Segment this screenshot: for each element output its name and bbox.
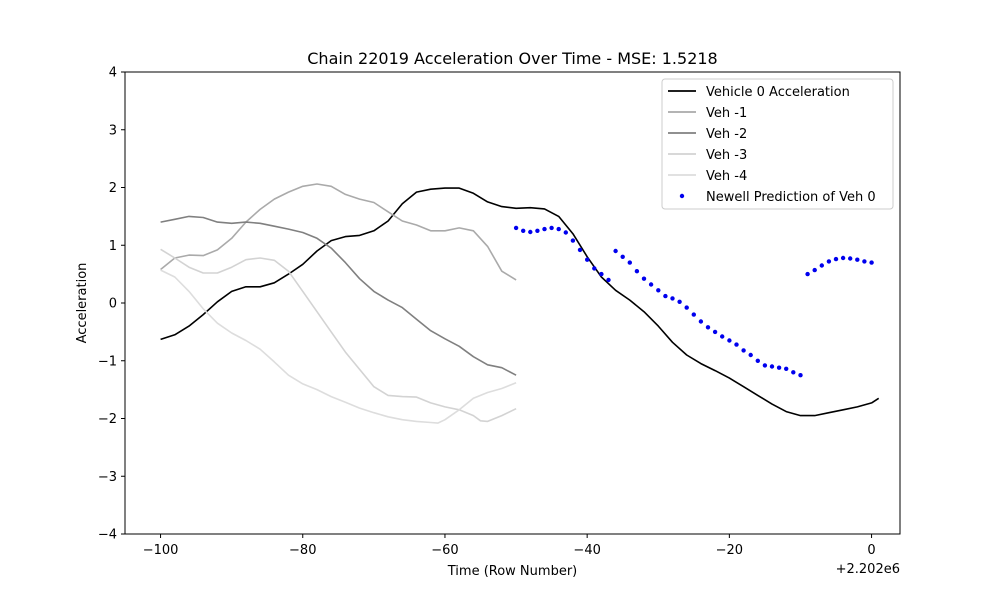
legend-box [661,78,894,210]
y-tick-label: −1 [98,354,117,369]
prediction-point [698,319,704,324]
legend-label: Veh -2 [706,127,747,142]
prediction-point [663,293,668,299]
y-tick-label: 0 [109,297,117,312]
prediction-point [577,247,583,253]
series-line-1 [160,183,517,281]
prediction-point [684,305,689,310]
prediction-point [620,254,625,259]
prediction-point [627,260,632,265]
prediction-point [542,226,547,232]
x-tick-label: −60 [431,543,458,558]
prediction-point [606,277,611,283]
legend-label: Newell Prediction of Veh 0 [706,190,876,205]
x-tick-label: −40 [573,543,600,558]
prediction-point [748,352,753,358]
prediction-point [705,325,711,330]
x-axis-ticks: −100 −80 −60 −40 −20 0 [143,534,876,558]
y-tick-label: 3 [109,123,117,138]
legend-label: Veh -4 [706,169,747,184]
x-tick-label: −80 [289,543,316,558]
prediction-point [805,271,810,277]
legend-label: Vehicle 0 Acceleration [706,85,850,100]
prediction-point [656,288,661,293]
prediction-point [528,229,533,235]
series-line-4 [160,269,517,424]
x-axis-label: Time (Row Number) [447,564,577,579]
x-tick-label: −100 [143,543,179,558]
prediction-point [784,366,789,371]
prediction-point [641,276,647,281]
prediction-point [826,259,832,264]
prediction-point [670,296,675,301]
prediction-point [869,260,874,265]
prediction-point [599,271,604,277]
prediction-point [840,255,846,261]
legend-label: Veh -3 [706,148,747,163]
series-line-2 [160,215,517,376]
prediction-point [648,282,654,287]
y-axis-label: Acceleration [75,263,90,344]
prediction-point [556,226,561,232]
prediction-point [791,370,796,375]
prediction-point [812,267,817,273]
y-tick-label: −4 [98,528,117,543]
prediction-point [691,312,696,317]
prediction-point [677,299,682,304]
prediction-point [762,363,768,368]
legend-marker [679,193,685,199]
prediction-point [734,342,739,347]
series-layer [160,183,880,424]
prediction-point [521,228,526,233]
prediction-point [819,263,824,268]
prediction-point [741,348,746,353]
prediction-point [755,358,760,363]
x-tick-label: −20 [716,543,743,558]
prediction-point [585,257,590,262]
prediction-point [634,269,640,274]
prediction-point [535,228,540,233]
prediction-point [563,230,568,235]
chart-title: Chain 22019 Acceleration Over Time - MSE… [307,49,717,68]
prediction-point [855,257,860,262]
prediction-point [570,238,576,243]
y-tick-label: 1 [109,239,117,254]
y-tick-label: −3 [98,470,117,485]
prediction-point [833,256,839,262]
prediction-point [720,334,725,339]
y-axis-ticks: −4 −3 −2 −1 0 1 2 3 4 [98,66,125,543]
y-tick-label: −2 [98,412,117,427]
legend-label: Veh -1 [706,106,747,121]
legend: Vehicle 0 Acceleration Veh -1 Veh -2 Veh -3… [661,78,894,210]
y-tick-label: 4 [109,66,117,81]
prediction-point [848,256,853,261]
prediction-point [798,373,803,378]
prediction-point [712,329,718,335]
prediction-point [549,225,554,231]
prediction-point [727,338,732,343]
prediction-point [513,225,519,231]
prediction-point [592,266,597,271]
prediction-point [776,365,782,370]
y-tick-label: 2 [109,181,117,196]
x-axis-offset-label: +2.202e6 [836,562,900,577]
prediction-point [862,259,867,264]
prediction-point [613,248,618,254]
prediction-point [769,364,775,369]
series-line-3 [160,248,517,423]
x-tick-label: 0 [867,543,875,558]
series-line-0 [160,187,880,417]
